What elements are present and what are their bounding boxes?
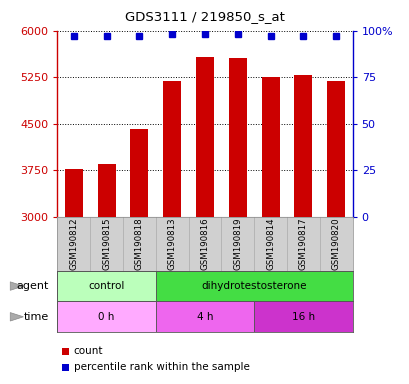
Text: GSM190814: GSM190814 bbox=[265, 217, 274, 270]
Text: agent: agent bbox=[17, 281, 49, 291]
Text: GSM190813: GSM190813 bbox=[167, 217, 176, 270]
Bar bbox=[57, 271, 155, 301]
Text: GSM190816: GSM190816 bbox=[200, 217, 209, 270]
Text: 16 h: 16 h bbox=[291, 312, 314, 322]
Bar bbox=[65, 169, 83, 217]
Bar bbox=[155, 271, 352, 301]
Text: dihydrotestosterone: dihydrotestosterone bbox=[201, 281, 306, 291]
Text: 0 h: 0 h bbox=[98, 312, 115, 322]
Bar bbox=[196, 57, 213, 217]
Text: GDS3111 / 219850_s_at: GDS3111 / 219850_s_at bbox=[125, 10, 284, 23]
Text: count: count bbox=[74, 346, 103, 356]
Text: GSM190817: GSM190817 bbox=[298, 217, 307, 270]
Bar bbox=[261, 77, 279, 217]
Bar bbox=[294, 75, 312, 217]
Text: GSM190815: GSM190815 bbox=[102, 217, 111, 270]
Bar bbox=[326, 81, 344, 217]
Bar bbox=[228, 58, 246, 217]
Text: GSM190819: GSM190819 bbox=[233, 218, 242, 270]
Text: time: time bbox=[24, 312, 49, 322]
Bar bbox=[130, 129, 148, 217]
Bar bbox=[97, 164, 115, 217]
Text: GSM190812: GSM190812 bbox=[69, 217, 78, 270]
Text: percentile rank within the sample: percentile rank within the sample bbox=[74, 362, 249, 372]
Bar bbox=[163, 81, 181, 217]
Text: GSM190818: GSM190818 bbox=[135, 217, 144, 270]
Bar bbox=[254, 301, 352, 332]
Text: control: control bbox=[88, 281, 124, 291]
Text: GSM190820: GSM190820 bbox=[331, 217, 340, 270]
Bar bbox=[57, 301, 155, 332]
Text: 4 h: 4 h bbox=[196, 312, 213, 322]
Bar bbox=[155, 301, 254, 332]
